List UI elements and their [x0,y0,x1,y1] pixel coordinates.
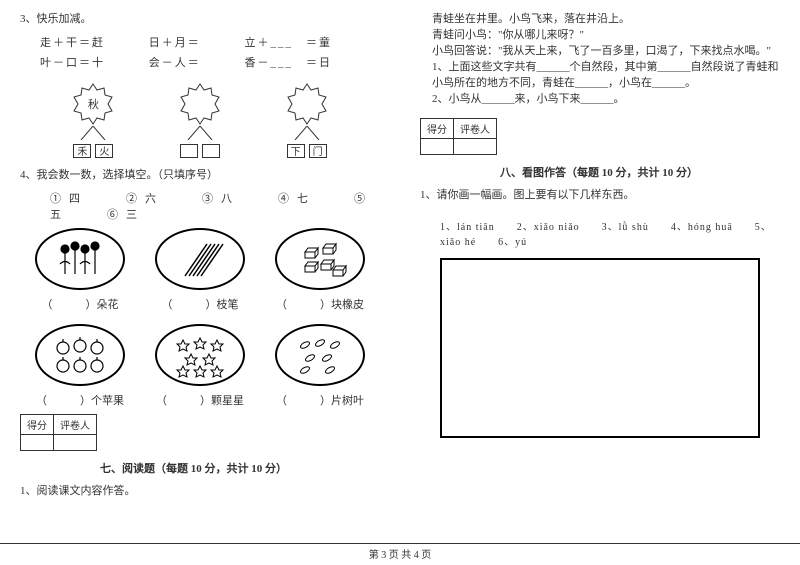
q3-l1a: 走＋干＝赶 [40,37,105,49]
caption-apples: （ ）个苹果 [36,392,124,408]
drawing-area[interactable] [440,258,760,438]
reading-q1: 1、上面这些文字共有______个自然段，其中第______自然段说了青蛙和小鸟… [420,58,780,90]
footer-divider [0,543,800,544]
reading-q2: 2、小鸟从______来，小鸟下来______。 [420,90,780,106]
oval-erasers [275,228,365,290]
star1-boxes: 禾 火 [73,144,113,158]
q3-row1: 走＋干＝赶 日＋月＝ 立＋___ ＝童 [20,34,380,54]
score-box-7: 得分评卷人 [20,414,97,451]
star-shape-2 [178,82,222,126]
left-column: 3、快乐加减。 走＋干＝赶 日＋月＝ 立＋___ ＝童 叶－口＝十 会－人＝ 香… [0,0,400,565]
oval-leaves [275,324,365,386]
score-h1: 得分 [21,414,54,434]
spacer2 [420,210,780,218]
caption-stars: （ ）颗星星 [156,392,244,408]
star1-box2[interactable]: 火 [95,144,113,158]
q3-l2a: 叶－口＝十 [40,57,105,69]
star3-boxes: 下 门 [287,144,327,158]
q3-title: 3、快乐加减。 [20,10,380,26]
star-1: 秋 禾 火 [71,82,115,158]
item-pencils: （ ）枝笔 [155,228,245,312]
oval-flowers [35,228,125,290]
star2-boxes [180,144,220,158]
q3-l1c: 立＋___ ＝童 [245,37,333,49]
star3-box1[interactable]: 下 [287,144,305,158]
score-table-8: 得分评卷人 [420,118,497,155]
star1-box1[interactable]: 禾 [73,144,91,158]
leaves-icon [285,330,355,380]
q3-row2: 叶－口＝十 会－人＝ 香－___ ＝日 [20,54,380,74]
star2-box2[interactable] [202,144,220,158]
page-container: 3、快乐加减。 走＋干＝赶 日＋月＝ 立＋___ ＝童 叶－口＝十 会－人＝ 香… [0,0,800,565]
connector-icon [287,126,327,140]
star1-center: 秋 [88,96,99,112]
star-shape-1: 秋 [71,82,115,126]
score-blank2[interactable] [54,434,97,450]
caption-erasers: （ ）块橡皮 [276,296,364,312]
score8-h1: 得分 [421,119,454,139]
score-box-8: 得分评卷人 [420,118,497,155]
reading-l2: 青蛙问小鸟："你从哪儿来呀？" [420,26,780,42]
stars-icon [165,330,235,380]
score-table-7: 得分评卷人 [20,414,97,451]
reading-l1: 青蛙坐在井里。小鸟飞来，落在井沿上。 [420,10,780,26]
spacer [420,106,780,118]
reading-l3: 小鸟回答说："我从天上来，飞了一百多里，口渴了，下来找点水喝。" [420,42,780,58]
q3-l2b: 会－人＝ [149,57,201,69]
right-column: 青蛙坐在井里。小鸟飞来，落在井沿上。 青蛙问小鸟："你从哪儿来呀？" 小鸟回答说… [400,0,800,565]
item-flowers: （ ）朵花 [35,228,125,312]
star-diagram-row: 秋 禾 火 [20,74,380,166]
score8-h2: 评卷人 [454,119,497,139]
oval-pencils [155,228,245,290]
caption-leaves: （ ）片树叶 [276,392,364,408]
page-footer: 第 3 页 共 4 页 [0,541,800,561]
caption-pencils: （ ）枝笔 [162,296,239,312]
oval-stars [155,324,245,386]
s7-q1: 1、阅读课文内容作答。 [20,482,380,498]
apples-icon [45,330,115,380]
section-8-title: 八、看图作答（每题 10 分，共计 10 分） [420,164,780,180]
star2-box1[interactable] [180,144,198,158]
q4-title: 4、我会数一数，选择填空。（只填序号） [20,166,380,182]
score8-blank2[interactable] [454,139,497,155]
circle-row-1: （ ）朵花 （ ）枝笔 [20,222,380,318]
item-apples: （ ）个苹果 [35,324,125,408]
q4-options: ①四 ②六 ③八 ④七 ⑤五 ⑥三 [20,190,380,222]
connector-icon [73,126,113,140]
score-h2: 评卷人 [54,414,97,434]
pinyin-list: 1、lán tiān 2、xiǎo niǎo 3、lǜ shù 4、hóng h… [420,218,780,248]
item-stars: （ ）颗星星 [155,324,245,408]
erasers-icon [285,234,355,284]
star-shape-3 [285,82,329,126]
s8-q1: 1、请你画一幅画。图上要有以下几样东西。 [420,186,780,202]
oval-apples [35,324,125,386]
star3-box2[interactable]: 门 [309,144,327,158]
circle-row-2: （ ）个苹果 [20,318,380,414]
star-2 [178,82,222,158]
connector-icon [180,126,220,140]
item-erasers: （ ）块橡皮 [275,228,365,312]
section-7-title: 七、阅读题（每题 10 分，共计 10 分） [20,460,380,476]
flowers-icon [45,234,115,284]
star-3: 下 门 [285,82,329,158]
score-blank1[interactable] [21,434,54,450]
caption-flowers: （ ）朵花 [42,296,119,312]
pencils-icon [165,234,235,284]
score8-blank1[interactable] [421,139,454,155]
footer-text: 第 3 页 共 4 页 [369,550,432,561]
flower-icon [285,82,329,126]
q3-l2c: 香－___ ＝日 [245,57,333,69]
item-leaves: （ ）片树叶 [275,324,365,408]
flower-icon [178,82,222,126]
q3-l1b: 日＋月＝ [149,37,201,49]
